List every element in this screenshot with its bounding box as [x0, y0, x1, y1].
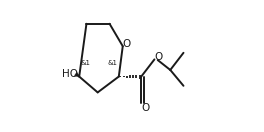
Text: O: O [154, 52, 163, 62]
Text: &1: &1 [80, 60, 90, 66]
Text: HO: HO [62, 69, 78, 79]
Text: O: O [141, 103, 149, 113]
Polygon shape [74, 72, 79, 77]
Text: &1: &1 [108, 60, 118, 66]
Text: O: O [122, 39, 130, 49]
